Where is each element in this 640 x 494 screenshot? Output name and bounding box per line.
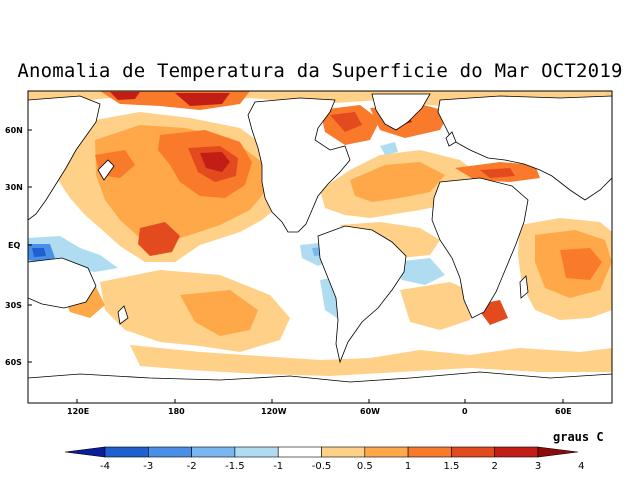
lon-label-120w: 120W [261,407,287,416]
continents [28,93,612,403]
lat-axis: 60N 30N EQ 30S 60S [5,126,32,367]
lon-label-120e: 120E [67,407,89,416]
colorbar-swatch [321,446,366,458]
anomaly-north-pacific-peak [200,152,230,172]
colorbar-swatch [537,446,579,458]
colorbar-label: 4 [578,461,584,472]
australia-outline [28,257,97,309]
colorbar-label: -1.5 [225,461,245,472]
lon-label-60w: 60W [360,407,380,416]
anomaly-labrador-core [330,112,362,132]
anomaly-arctic-core [110,92,140,100]
colorbar-label: -4 [100,461,110,472]
colorbar-swatch [191,446,236,458]
colorbar-swatch [148,446,192,458]
south-america-outline [317,225,407,364]
anomaly-med-core [480,168,515,178]
africa-outline [431,177,529,319]
colorbar-swatch [494,446,539,458]
colorbar: -4 -3 -2 -1.5 -1 -0.5 0.5 1 1.5 2 3 4 [64,446,584,472]
antarctica-outline [28,371,612,403]
colorbar-label: 3 [535,461,541,472]
lat-label-30s: 30S [5,301,22,310]
colorbar-label: 0.5 [357,461,373,472]
anomaly-south-pacific-warm-2 [180,290,258,336]
madagascar-outline [519,275,529,299]
anomaly-south-atlantic-warm [400,282,480,330]
lon-label-180: 180 [168,407,185,416]
colorbar-swatch [64,446,106,458]
colorbar-swatch [277,446,322,458]
colorbar-label: -1 [273,461,283,472]
units-label: graus C [553,430,604,444]
colorbar-swatch [407,446,452,458]
lon-label-60e: 60E [555,407,572,416]
anomaly-south-atlantic-cool [395,258,445,285]
anomaly-arctic-core-2 [175,93,230,106]
lon-label-0: 0 [462,407,468,416]
lat-label-eq: EQ [8,241,20,250]
lat-label-30n: 30N [5,183,23,192]
colorbar-swatch [104,446,149,458]
colorbar-label: -2 [187,461,197,472]
lon-axis: 120E 180 120W 60W 0 60E [67,399,572,416]
north-america-outline [247,97,351,233]
colorbar-swatch [451,446,495,458]
anomaly-southern-ocean-band [130,345,612,376]
anomaly-indian-ocean-core [560,248,602,280]
greenland-outline [371,93,431,131]
map-title: Anomalia de Temperatura da Superficie do… [17,60,623,82]
anomaly-west-pacific-cool-3 [32,248,46,257]
japan-outline [97,159,115,181]
anomaly-north-atlantic-mid [350,162,445,202]
anomaly-atlantic-cool [380,142,398,155]
colorbar-label: -0.5 [312,461,332,472]
colorbar-label: 2 [492,461,498,472]
colorbar-label: -3 [143,461,153,472]
colorbar-label: 1 [405,461,411,472]
uk-outline [445,131,457,147]
colorbar-swatch [364,446,409,458]
new-zealand-outline [117,305,129,325]
map-frame [27,90,613,404]
colorbar-swatch [234,446,279,458]
asia-east-outline [28,95,101,221]
colorbar-label: 1.5 [443,461,459,472]
anomaly-central-pacific-patch [138,222,180,256]
lat-label-60n: 60N [5,126,23,135]
lat-label-60s: 60S [5,358,22,367]
